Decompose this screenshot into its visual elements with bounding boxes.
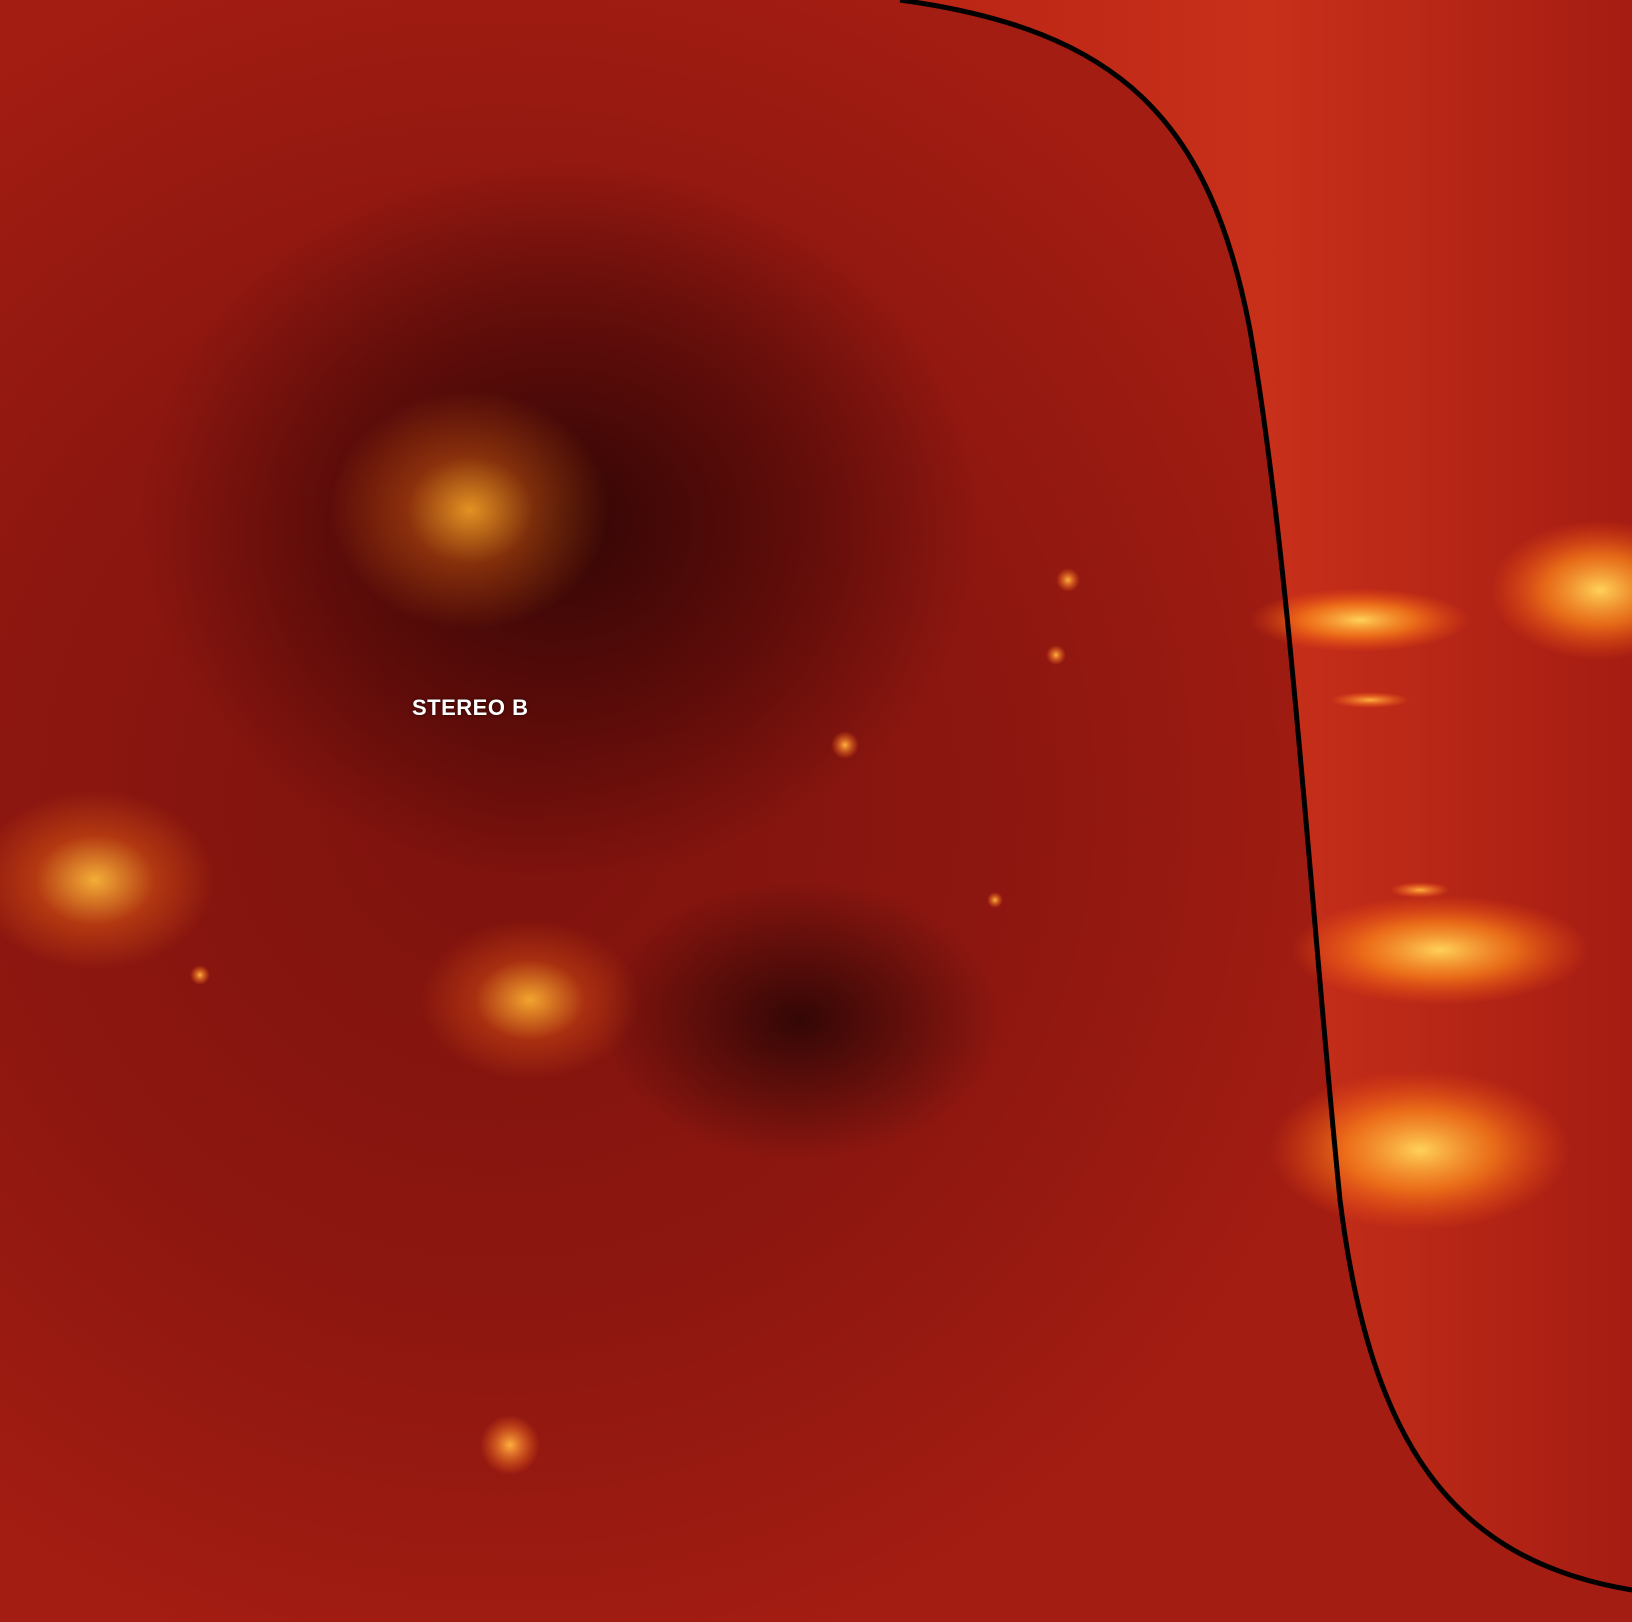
bright-point — [480, 1415, 540, 1475]
bright-point — [1056, 568, 1080, 592]
off-limb-region — [900, 0, 1632, 1590]
limb-edge — [899, 0, 1632, 1593]
bright-streak — [1250, 588, 1470, 652]
image-label: STEREO B — [412, 695, 529, 720]
bright-streak — [1490, 520, 1632, 660]
bright-point — [190, 965, 210, 985]
bright-streak — [1330, 692, 1410, 708]
bright-streak — [1390, 882, 1450, 898]
bright-streak — [1290, 895, 1590, 1005]
bright-point — [987, 892, 1003, 908]
bright-point — [831, 731, 859, 759]
bright-point — [1046, 645, 1066, 665]
bright-streak — [1270, 1070, 1570, 1230]
